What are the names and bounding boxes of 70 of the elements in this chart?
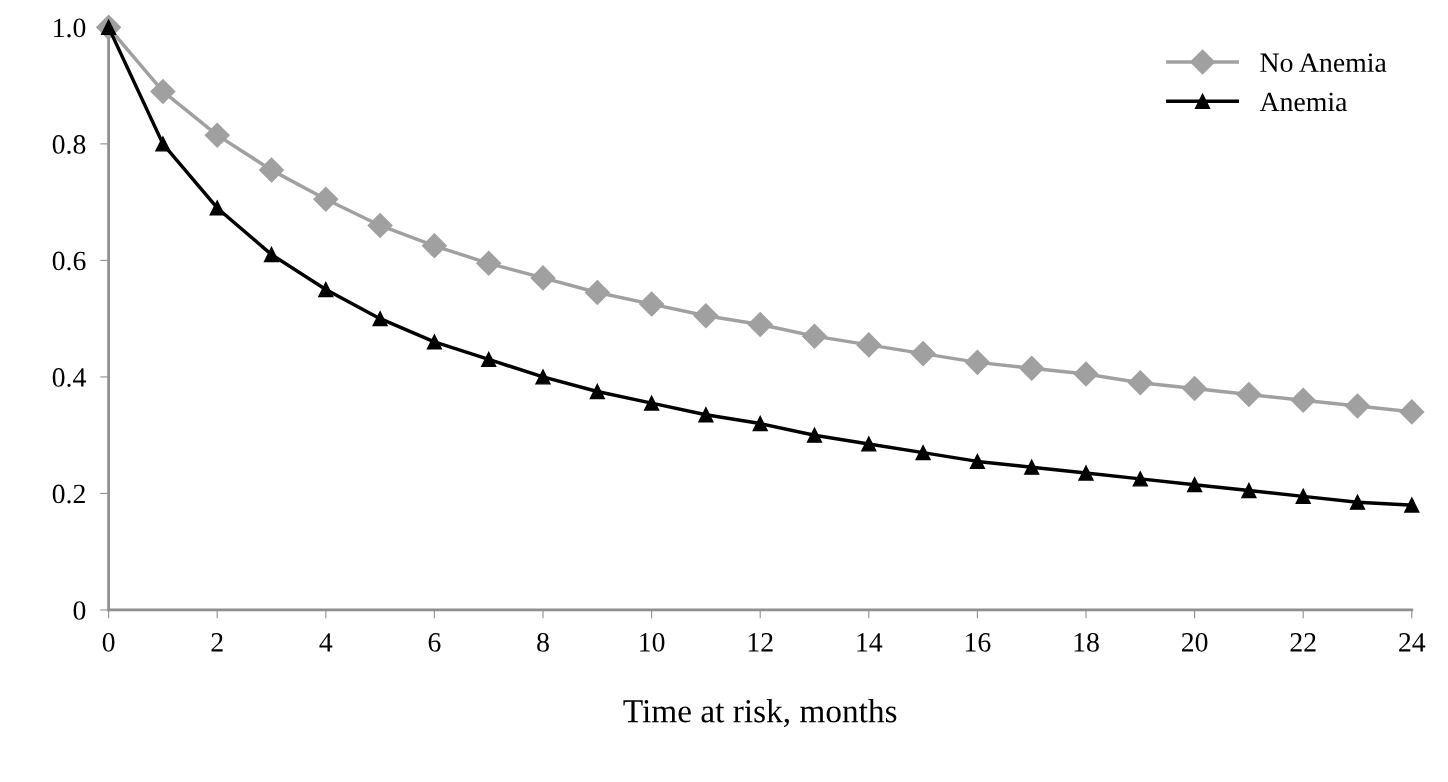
point bbox=[1186, 477, 1203, 493]
point bbox=[639, 291, 665, 317]
point bbox=[1295, 488, 1311, 504]
point bbox=[1182, 376, 1208, 402]
point bbox=[1404, 497, 1420, 513]
point bbox=[313, 186, 339, 212]
y-tick-label: 0.8 bbox=[52, 135, 86, 154]
point bbox=[856, 332, 882, 358]
point bbox=[584, 279, 610, 305]
point bbox=[426, 334, 443, 350]
x-tick-label: 20 bbox=[1181, 632, 1208, 652]
point bbox=[747, 312, 773, 337]
point bbox=[969, 453, 986, 470]
point bbox=[693, 303, 719, 329]
point bbox=[1399, 399, 1425, 425]
point bbox=[915, 445, 931, 461]
legend-label: No Anemia bbox=[1260, 53, 1387, 73]
y-tick-label: 0.2 bbox=[52, 484, 85, 504]
point bbox=[861, 436, 877, 452]
y-tick-label: 0 bbox=[73, 601, 86, 620]
point bbox=[643, 395, 660, 411]
point bbox=[1236, 381, 1262, 407]
point bbox=[806, 427, 823, 443]
point bbox=[1349, 494, 1366, 510]
y-tick-label: 0.6 bbox=[52, 251, 86, 271]
x-tick-label: 18 bbox=[1074, 632, 1099, 652]
x-tick-label: 24 bbox=[1399, 633, 1426, 652]
point bbox=[1024, 459, 1040, 475]
point bbox=[1073, 361, 1099, 387]
y-tick-label: 1.0 bbox=[54, 18, 86, 38]
x-tick-label: 12 bbox=[748, 633, 773, 652]
point bbox=[1019, 355, 1045, 381]
x-tick-label: 16 bbox=[965, 633, 991, 652]
x-axis-title: Time at risk, months bbox=[623, 699, 897, 728]
point bbox=[204, 122, 230, 148]
point bbox=[752, 415, 768, 432]
x-tick-label: 4 bbox=[319, 633, 333, 652]
x-tick-label: 8 bbox=[537, 632, 549, 652]
x-tick-label: 14 bbox=[857, 633, 883, 652]
point bbox=[481, 351, 497, 368]
point bbox=[1241, 482, 1257, 499]
point bbox=[421, 233, 447, 259]
point bbox=[964, 349, 990, 375]
x-tick-label: 6 bbox=[428, 633, 441, 652]
point bbox=[1127, 370, 1153, 396]
point bbox=[802, 323, 827, 349]
x-tick-label: 2 bbox=[211, 633, 223, 652]
point bbox=[589, 383, 605, 400]
point bbox=[367, 212, 393, 238]
point bbox=[1132, 471, 1148, 487]
point bbox=[150, 78, 176, 104]
point bbox=[372, 311, 388, 327]
point bbox=[535, 369, 551, 385]
point bbox=[318, 281, 334, 298]
point bbox=[910, 341, 936, 367]
point bbox=[259, 157, 284, 183]
point bbox=[263, 246, 280, 263]
point bbox=[1078, 465, 1094, 481]
legend-label: Anemia bbox=[1259, 92, 1348, 112]
point bbox=[530, 265, 556, 291]
point bbox=[155, 136, 171, 152]
x-tick-label: 0 bbox=[102, 632, 115, 652]
y-tick-label: 0.4 bbox=[52, 368, 86, 387]
x-tick-label: 10 bbox=[640, 632, 665, 652]
point bbox=[698, 407, 714, 423]
point bbox=[209, 200, 225, 216]
point bbox=[1290, 387, 1316, 413]
point bbox=[1345, 393, 1370, 419]
x-tick-label: 22 bbox=[1290, 633, 1316, 652]
point bbox=[476, 250, 502, 276]
